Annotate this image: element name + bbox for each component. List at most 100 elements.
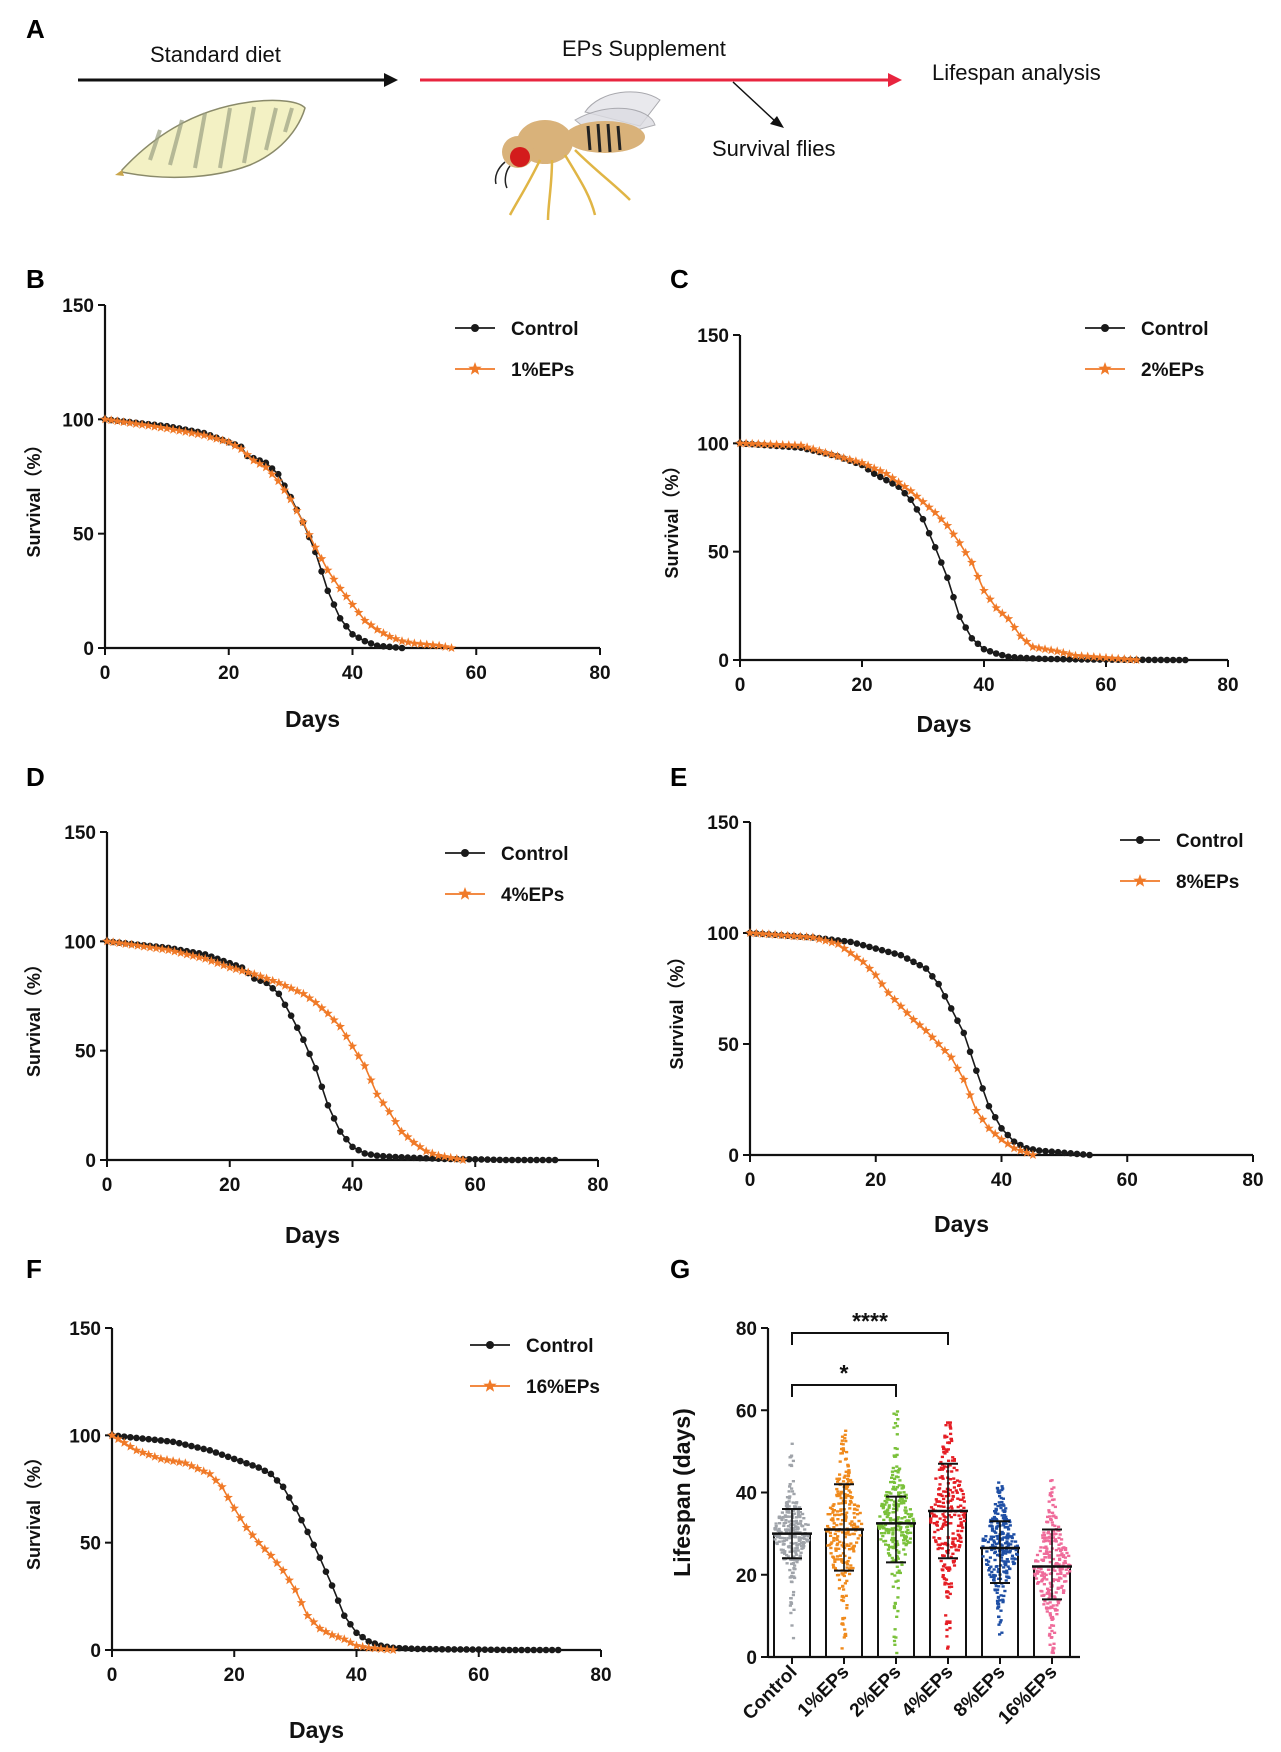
treatment-point	[292, 986, 302, 996]
treatment-point	[182, 949, 192, 959]
lifespan-dot	[941, 1445, 945, 1448]
lifespan-dot	[1058, 1533, 1062, 1536]
lifespan-dot	[790, 1624, 794, 1627]
lifespan-analysis-label: Lifespan analysis	[932, 60, 1101, 85]
treatment-point	[422, 639, 432, 649]
lifespan-dot	[997, 1605, 1001, 1608]
lifespan-dot	[847, 1469, 851, 1472]
control-point	[941, 992, 949, 1000]
y-tick-label: 50	[80, 1534, 101, 1555]
control-point	[328, 1582, 336, 1589]
lifespan-dot	[1057, 1576, 1062, 1579]
lifespan-dot	[839, 1509, 843, 1513]
lifespan-dot	[877, 1526, 881, 1529]
treatment-point	[145, 942, 155, 952]
lifespan-dot	[832, 1503, 836, 1506]
treatment-point	[952, 1063, 963, 1073]
control-point	[1066, 655, 1073, 663]
lifespan-dot	[791, 1535, 795, 1539]
lifespan-dot	[1053, 1538, 1058, 1541]
lifespan-dot	[998, 1633, 1002, 1636]
lifespan-dot	[842, 1574, 846, 1578]
lifespan-dot	[887, 1504, 891, 1507]
lifespan-dot	[940, 1568, 944, 1571]
treatment-point	[403, 637, 413, 647]
lifespan-dot	[836, 1535, 840, 1538]
control-point	[1011, 653, 1018, 661]
control-point	[1017, 1141, 1024, 1149]
lifespan-dot	[950, 1498, 954, 1501]
lifespan-dot	[1055, 1613, 1059, 1616]
treatment-point	[930, 507, 940, 517]
lifespan-dot	[838, 1460, 842, 1463]
lifespan-dot	[1000, 1514, 1004, 1517]
lifespan-dot	[828, 1543, 832, 1547]
treatment-point	[267, 469, 277, 479]
lifespan-dot	[940, 1455, 944, 1459]
control-point	[872, 945, 880, 952]
lifespan-dot	[832, 1522, 836, 1525]
lifespan-dot	[1036, 1582, 1040, 1585]
control-point	[1182, 656, 1189, 664]
treatment-point	[193, 429, 203, 439]
lifespan-dot	[889, 1492, 893, 1495]
lifespan-dot	[848, 1556, 852, 1560]
lifespan-dot	[1046, 1602, 1050, 1605]
treatment-point	[912, 491, 922, 501]
x-tick-label: 20	[851, 675, 872, 696]
lifespan-dot	[1038, 1549, 1042, 1553]
treatment-point	[254, 458, 265, 468]
lifespan-dot	[773, 1538, 777, 1541]
lifespan-dot	[839, 1508, 843, 1511]
lifespan-dot	[835, 1513, 839, 1516]
lifespan-dot	[949, 1505, 953, 1508]
lifespan-dot	[1042, 1576, 1046, 1579]
x-axis-label: Days	[917, 711, 972, 737]
lifespan-dot	[849, 1564, 853, 1567]
control-point	[451, 1646, 458, 1653]
treatment-point	[871, 970, 881, 980]
lifespan-dot	[881, 1505, 885, 1508]
lifespan-dot	[958, 1517, 962, 1521]
x-tick-label: 40	[342, 1175, 363, 1196]
lifespan-dot	[829, 1552, 833, 1555]
lifespan-dot	[775, 1542, 779, 1546]
lifespan-dot	[835, 1555, 840, 1558]
lifespan-dot	[888, 1518, 892, 1521]
lifespan-dot	[837, 1587, 841, 1590]
treatment-point	[260, 1544, 270, 1554]
lifespan-dot	[1056, 1586, 1060, 1589]
lifespan-dot	[843, 1535, 847, 1539]
lifespan-dot	[900, 1487, 904, 1490]
lifespan-dot	[906, 1512, 910, 1516]
lifespan-dot	[799, 1541, 804, 1545]
lifespan-dot	[1068, 1570, 1072, 1573]
lifespan-dot	[998, 1599, 1002, 1602]
lifespan-dot	[1047, 1597, 1051, 1600]
control-point	[962, 624, 969, 631]
lifespan-dot	[848, 1533, 852, 1536]
lifespan-dot	[789, 1602, 794, 1605]
lifespan-dot	[1041, 1534, 1045, 1537]
treatment-point	[242, 449, 253, 459]
lifespan-dot	[846, 1463, 850, 1467]
lifespan-dot	[1006, 1565, 1010, 1568]
lifespan-dot	[1005, 1540, 1009, 1543]
lifespan-dot	[782, 1542, 786, 1546]
treatment-point	[796, 440, 806, 450]
lifespan-dot	[787, 1528, 791, 1532]
control-point	[334, 1597, 342, 1604]
lifespan-dot	[787, 1520, 791, 1523]
lifespan-dot	[1052, 1647, 1056, 1650]
lifespan-dot	[1048, 1572, 1052, 1576]
lifespan-dot	[938, 1537, 942, 1540]
control-point	[1060, 655, 1067, 663]
control-point	[469, 1646, 476, 1653]
lifespan-dot	[897, 1569, 901, 1572]
lifespan-dot	[840, 1558, 844, 1561]
lifespan-dot	[1005, 1535, 1009, 1539]
lifespan-dot	[995, 1599, 1000, 1603]
lifespan-dot	[895, 1465, 899, 1468]
control-point	[903, 955, 911, 962]
lifespan-dot	[999, 1594, 1003, 1597]
